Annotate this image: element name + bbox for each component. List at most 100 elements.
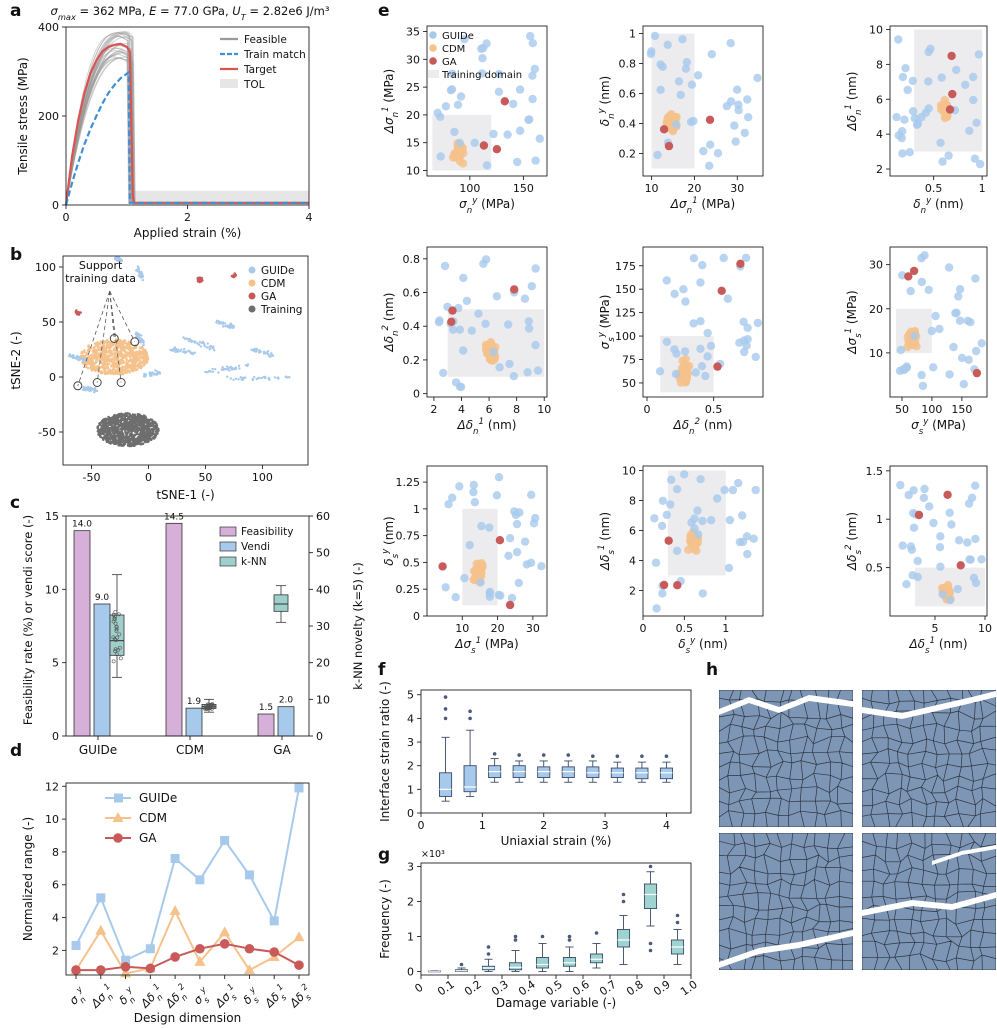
guide-point	[907, 545, 917, 554]
x-tick-label: 0	[644, 403, 651, 416]
cdm-point	[114, 358, 117, 362]
box-flier	[621, 892, 626, 897]
training-point	[152, 435, 156, 439]
guide-point	[969, 95, 978, 105]
guide-point	[908, 76, 917, 86]
x-tick-label: 2	[540, 819, 547, 832]
guide-point	[931, 311, 940, 321]
box-flier	[468, 709, 472, 714]
guide-point	[918, 381, 928, 391]
cdm-point	[142, 353, 145, 356]
y-tick-label: 0.6	[403, 287, 421, 300]
guide-point	[698, 516, 707, 526]
y-tick-label: 6	[52, 879, 59, 892]
legend-label: GUIDe	[261, 265, 294, 277]
cdm-point	[112, 349, 116, 352]
y-tick-label: 4	[407, 712, 414, 725]
ga-point	[972, 368, 982, 378]
training-point	[96, 426, 99, 430]
guide-point	[898, 72, 908, 82]
training-point	[104, 422, 107, 426]
x-tick-label: 1.0	[678, 978, 700, 999]
x-tick-label: 50	[895, 403, 909, 416]
y-tick-label: 60	[316, 510, 330, 523]
legend-marker	[429, 31, 437, 39]
legend-label: GUIDe	[139, 791, 177, 805]
guide-point	[955, 285, 965, 294]
guide-point	[156, 372, 159, 376]
y-tick-label: 10	[45, 583, 59, 596]
legend-swatch	[219, 526, 237, 537]
y-tick-label: 75	[622, 354, 636, 367]
training-point	[110, 424, 113, 427]
y-tick-label: 1.25	[396, 476, 421, 489]
x-tick-label: 30	[526, 622, 540, 635]
x-tick-label: 0	[63, 211, 70, 224]
cdm-point	[86, 366, 90, 370]
legend-marker	[248, 279, 256, 287]
guide-point	[93, 390, 96, 393]
cdm-point	[132, 351, 136, 355]
ga-point	[705, 115, 715, 125]
cdm-point	[117, 372, 121, 375]
guide-point	[728, 485, 738, 495]
x-axis-label: σny (MPa)	[459, 196, 515, 216]
grain-tile	[862, 690, 996, 827]
y-tick-label: 10	[316, 693, 330, 706]
guide-point	[753, 318, 763, 328]
guide-point	[751, 352, 760, 362]
guide-point	[964, 499, 974, 508]
guide-point	[520, 294, 530, 303]
cdm-point	[95, 360, 98, 364]
guide-point	[894, 35, 903, 44]
training-point	[148, 434, 151, 438]
legend-label: Training	[260, 304, 302, 316]
box-flier	[443, 716, 448, 721]
guide-point	[742, 532, 752, 541]
legend-label: GA	[139, 831, 157, 845]
guide-point	[169, 348, 172, 352]
cdm-point	[108, 368, 112, 372]
training-point	[116, 417, 120, 420]
guide-point	[713, 494, 722, 503]
chart-stress-strain: σmax = 362 MPa, E = 77.0 GPa, UT = 2.82e…	[16, 4, 330, 240]
guide-point	[531, 156, 540, 165]
x-tick-label: 20	[687, 182, 701, 195]
legend-swatch	[428, 70, 439, 78]
cdm-point	[85, 352, 89, 355]
box-flier	[648, 948, 653, 953]
guide-point	[251, 348, 255, 352]
cdm-point	[138, 351, 142, 354]
training-point	[131, 435, 135, 439]
legend-swatch	[220, 79, 238, 88]
y-tick-label: 0.6	[619, 88, 637, 101]
x-tick-label: 20	[491, 622, 505, 635]
training-point	[145, 421, 149, 425]
bar-feasibility	[257, 713, 275, 737]
guide-point	[447, 85, 457, 94]
guide-point	[968, 72, 978, 82]
y-tick-label: 5	[407, 689, 414, 702]
guide-point	[206, 342, 209, 345]
guide-point	[963, 316, 972, 325]
guide-point	[257, 376, 260, 380]
legend-label: CDM	[261, 278, 285, 290]
training-point	[153, 425, 157, 429]
cdm-point	[126, 351, 129, 355]
guide-point	[919, 493, 929, 503]
training-point	[136, 413, 140, 416]
ga-marker	[269, 947, 280, 957]
guide-point	[203, 343, 206, 347]
guide-point	[226, 368, 229, 371]
guide-point	[211, 346, 215, 349]
x-axis-label: Damage variable (-)	[496, 996, 616, 1010]
guide-point	[237, 378, 240, 381]
guide-point	[476, 578, 485, 587]
x-axis-label: σsy (MPa)	[911, 417, 966, 437]
guide-point	[139, 341, 143, 344]
guide-point	[143, 372, 146, 376]
guide-marker	[195, 875, 205, 885]
legend-marker	[429, 57, 437, 65]
guide-point	[495, 363, 504, 372]
cdm-point	[112, 372, 115, 376]
